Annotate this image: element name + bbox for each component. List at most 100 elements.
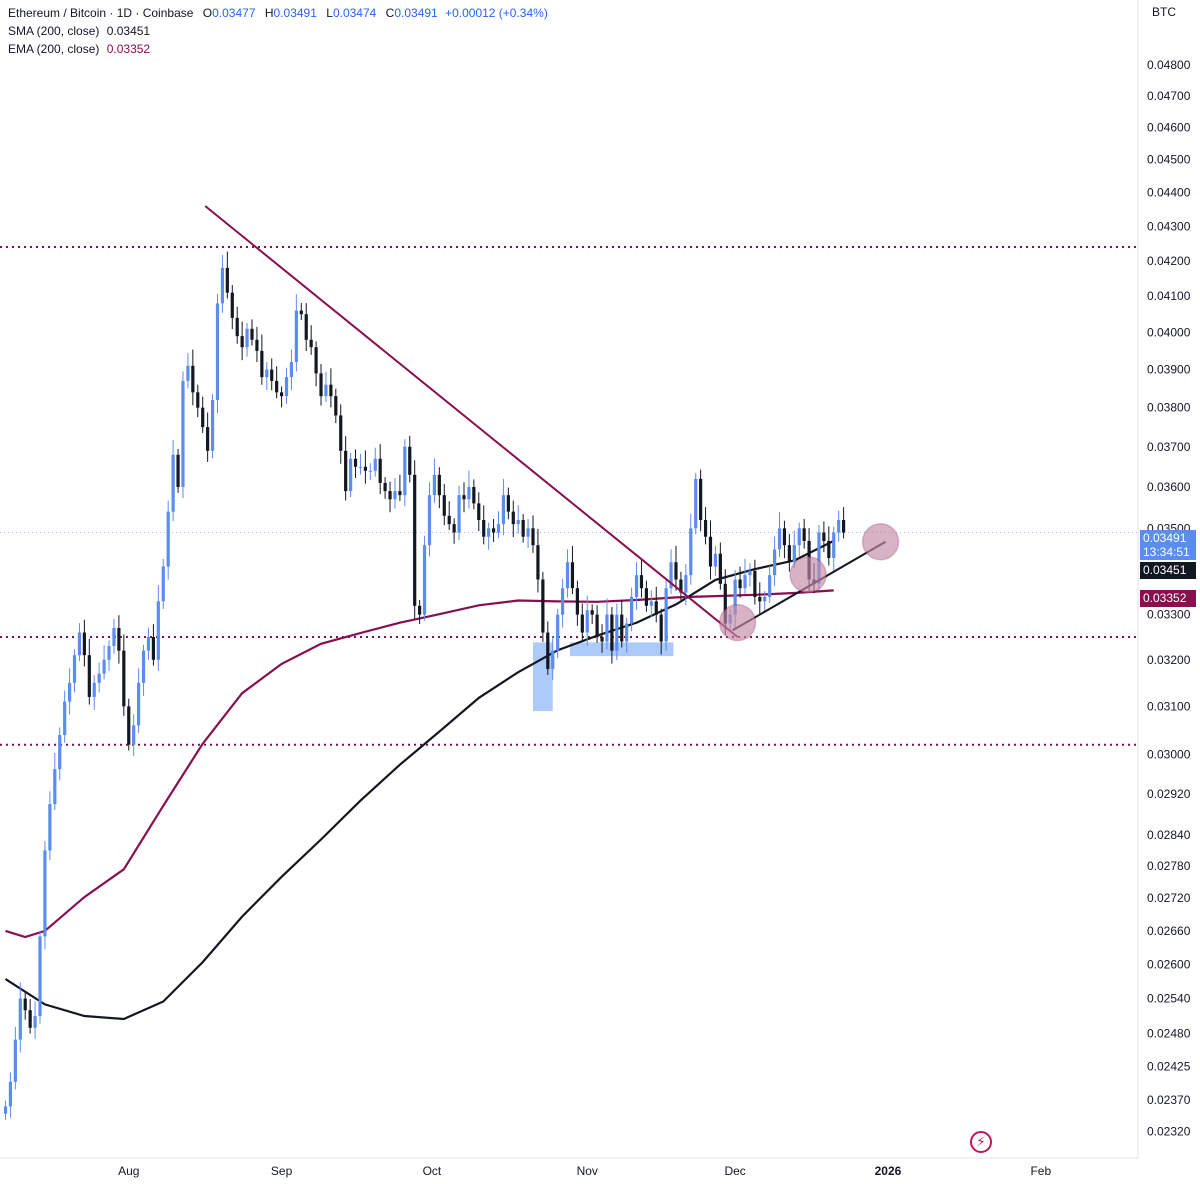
candle-body — [225, 267, 229, 293]
candle-body — [284, 377, 289, 397]
candle-body — [413, 474, 417, 606]
price-tick-label: 0.04800 — [1147, 58, 1191, 72]
candle-body — [427, 495, 432, 546]
candle-body — [87, 655, 91, 697]
candle-body — [324, 384, 328, 397]
candle-body — [837, 519, 841, 533]
legend-ema-label: EMA (200, close) — [8, 42, 100, 56]
legend-close-value: 0.03491 — [394, 6, 438, 20]
legend-open-label: O — [202, 6, 213, 20]
candle-body — [127, 706, 131, 745]
candle-body — [304, 314, 308, 340]
candle-body — [462, 495, 466, 500]
candle-body — [299, 310, 303, 315]
candle-body — [206, 427, 210, 451]
candle-body — [294, 310, 298, 363]
candle-body — [615, 614, 619, 651]
candle-body — [339, 415, 343, 451]
price-tick-label: 0.03200 — [1147, 653, 1191, 667]
price-tick-label: 0.02780 — [1147, 859, 1191, 873]
highlight-circle — [789, 555, 827, 594]
candle-body — [8, 1081, 13, 1107]
candle-body — [23, 998, 27, 1011]
price-tick-label: 0.04600 — [1147, 120, 1191, 134]
candle-body — [797, 528, 801, 546]
price-tick-label: 0.02660 — [1147, 924, 1191, 938]
candle-body — [358, 466, 363, 468]
chart-legend: Ethereum / Bitcoin · 1D · Coinbase O 0.03… — [8, 4, 548, 58]
candle-body — [625, 623, 629, 642]
price-tick-label: 0.02720 — [1147, 891, 1191, 905]
price-tick-label: 0.02920 — [1147, 787, 1191, 801]
candle-body — [501, 495, 506, 525]
lightning-icon[interactable]: ⚡ — [970, 1131, 992, 1153]
price-tick-label: 0.04500 — [1147, 153, 1191, 167]
candle-body — [575, 588, 579, 615]
candle-body — [255, 339, 259, 351]
candle-body — [605, 614, 609, 642]
candle-body — [487, 528, 491, 537]
candle-body — [3, 1106, 8, 1114]
candle-body — [279, 392, 284, 397]
candle-body — [344, 450, 348, 492]
candle-body — [620, 614, 624, 642]
legend-sma-row[interactable]: SMA (200, close) 0.03451 — [8, 22, 548, 40]
legend-low-value: 0.03474 — [332, 6, 377, 20]
candle-body — [171, 454, 175, 512]
price-tick-label: 0.02480 — [1147, 1027, 1191, 1041]
candle-body — [506, 495, 510, 512]
candle-body — [156, 601, 160, 660]
candle-body — [669, 562, 673, 589]
candle-body — [201, 407, 205, 428]
candle-body — [393, 491, 397, 500]
candle-body — [353, 458, 358, 467]
candle-body — [67, 682, 72, 702]
candle-body — [639, 575, 644, 589]
candle-body — [82, 632, 86, 656]
candle-body — [723, 583, 727, 624]
candle-body — [137, 682, 141, 726]
legend-symbol[interactable]: Ethereum / Bitcoin · 1D · Coinbase — [8, 6, 194, 20]
candle-body — [141, 650, 146, 683]
candle-body — [432, 474, 437, 496]
candle-body — [600, 637, 604, 642]
last-price-value: 0.03491 — [1143, 531, 1187, 545]
candle-body — [713, 553, 718, 567]
candle-body — [768, 575, 772, 597]
candle-body — [556, 614, 560, 651]
legend-ema-value: 0.03352 — [106, 42, 151, 56]
candle-body — [334, 396, 338, 416]
candle-body — [496, 524, 501, 533]
candle-body — [787, 545, 791, 563]
highlight-circle — [861, 523, 900, 561]
candle-body — [230, 292, 234, 318]
candle-body — [117, 628, 121, 651]
candle-body — [166, 511, 170, 567]
candle-body — [77, 632, 82, 656]
price-tick-label: 0.02320 — [1147, 1125, 1191, 1139]
candle-body — [48, 804, 52, 851]
candle-body — [477, 503, 481, 520]
candle-body — [275, 380, 279, 393]
candle-body — [580, 614, 584, 633]
legend-ohlc-row: Ethereum / Bitcoin · 1D · Coinbase O 0.03… — [8, 4, 548, 22]
candle-body — [388, 491, 392, 500]
candle-body — [689, 528, 693, 576]
currency-label[interactable]: BTC — [1152, 5, 1176, 19]
time-tick-label: Aug — [118, 1164, 139, 1178]
descending-trendline — [204, 205, 739, 638]
candle-body — [782, 528, 787, 546]
candle-body — [132, 725, 136, 745]
candle-body — [585, 610, 589, 633]
candle-body — [738, 579, 742, 589]
candle-body — [191, 365, 195, 393]
legend-ema-row[interactable]: EMA (200, close) 0.03352 — [8, 40, 548, 58]
candle-body — [718, 553, 722, 584]
candle-body — [447, 515, 451, 525]
last-price-tag: 0.03491 13:34:51 — [1140, 530, 1196, 560]
price-tick-label: 0.03600 — [1147, 480, 1191, 494]
candle-body — [565, 562, 570, 589]
legend-low-label: L — [326, 6, 333, 20]
candle-body — [309, 339, 313, 348]
